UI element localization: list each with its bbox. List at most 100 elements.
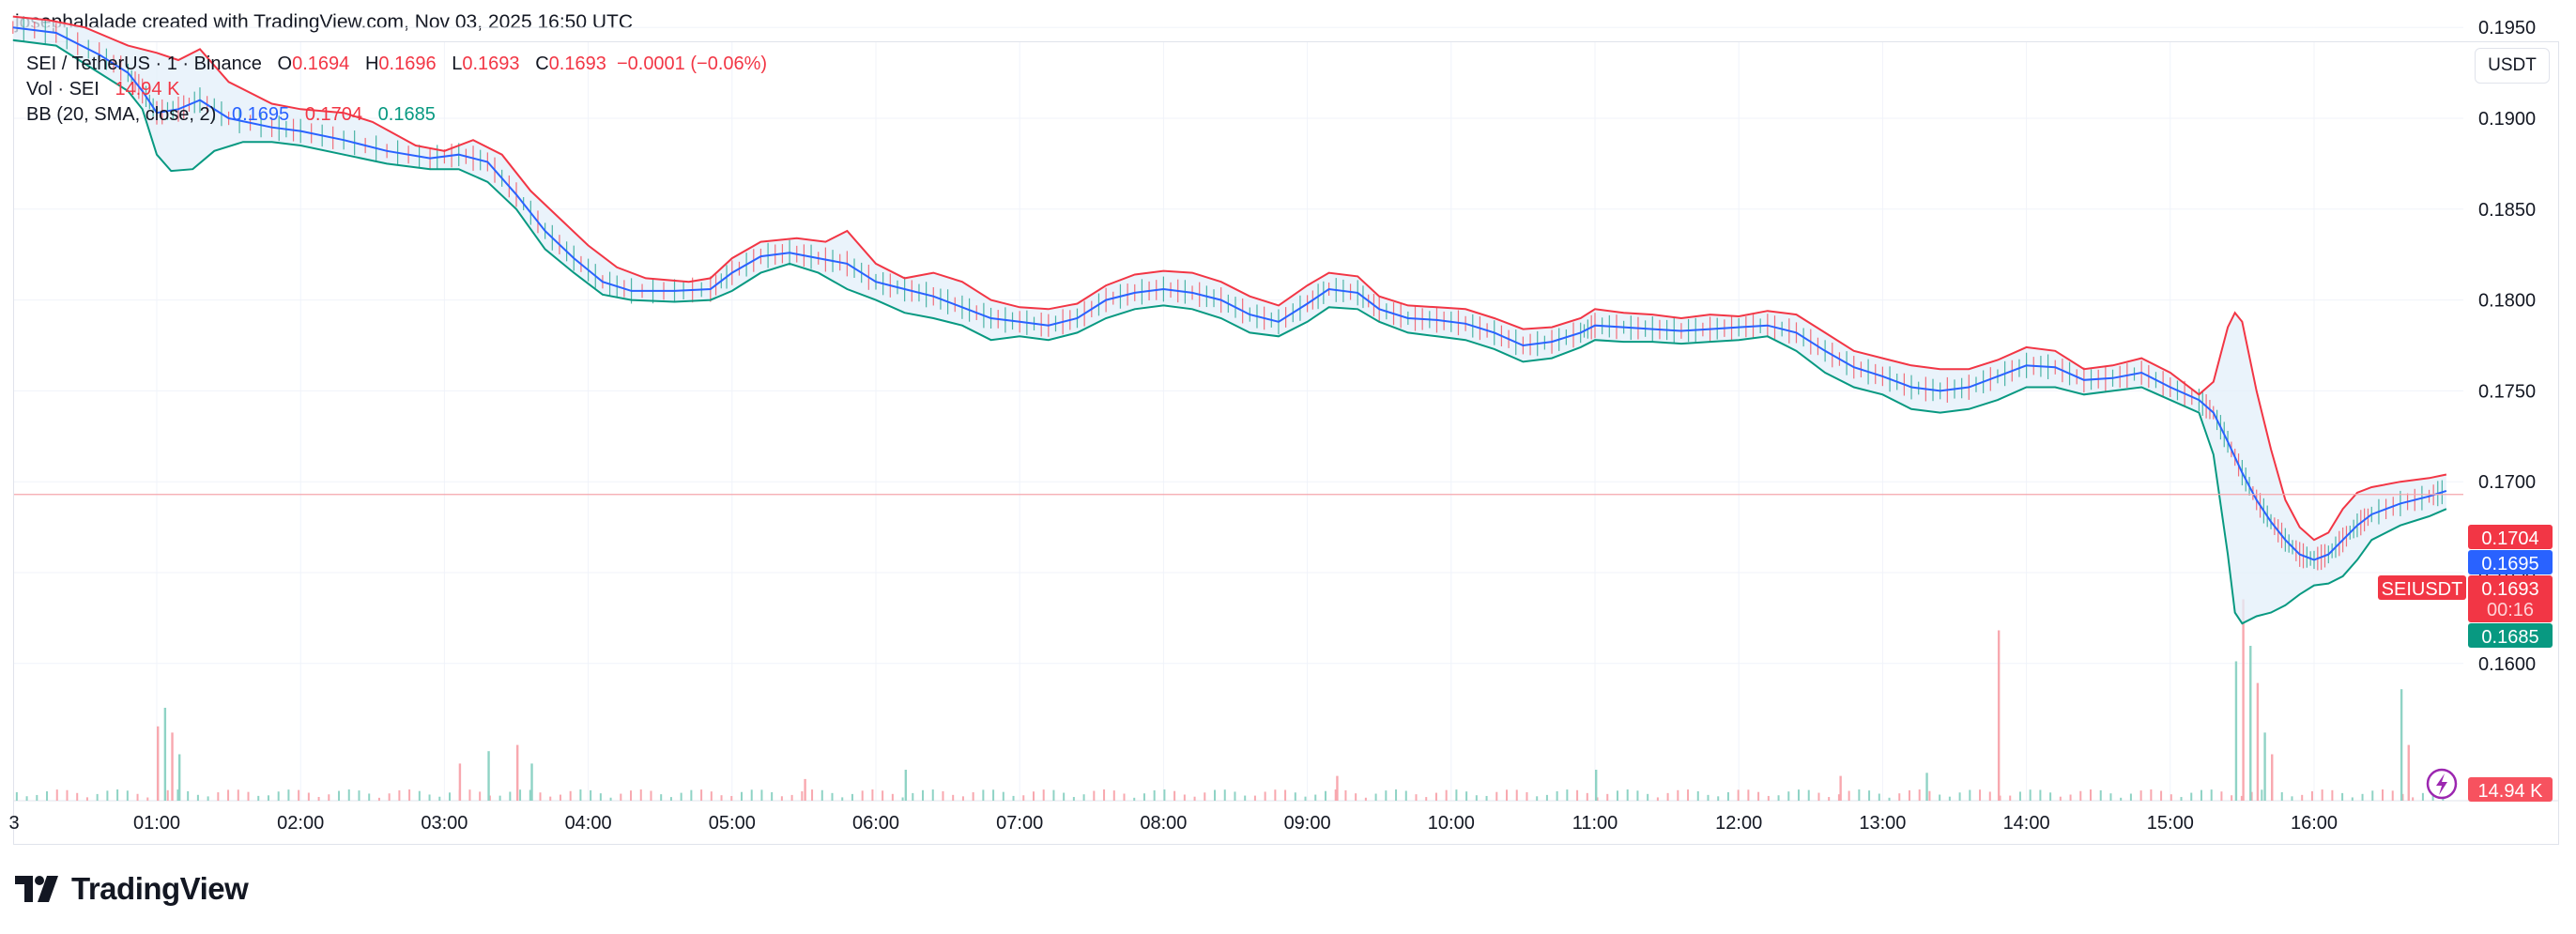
- volume-bar: [1868, 790, 1871, 801]
- volume-bar: [1183, 794, 1186, 801]
- volume-bar: [1737, 789, 1740, 801]
- volume-bar: [2180, 797, 2183, 801]
- legend-volume-row[interactable]: Vol · SEI 14.94 K: [26, 77, 767, 102]
- volume-bar: [2120, 797, 2123, 801]
- volume-bar: [1616, 790, 1618, 801]
- volume-bar: [1939, 794, 1941, 801]
- flash-bolt-icon: [2436, 773, 2447, 795]
- volume-bar: [1284, 789, 1287, 801]
- volume-bar: [1214, 789, 1217, 801]
- volume-bar: [2240, 795, 2243, 801]
- volume-bar: [1093, 790, 1096, 801]
- volume-bar: [509, 791, 512, 801]
- volume-bar: [1726, 791, 1729, 801]
- volume-bar: [1193, 796, 1196, 801]
- bb-upper-line: [12, 15, 2447, 542]
- volume-bar: [1324, 790, 1326, 801]
- volume-bar: [1606, 793, 1609, 801]
- volume-bar: [1526, 791, 1528, 801]
- volume-bar: [2009, 795, 2012, 801]
- volume-bar: [1888, 797, 1891, 801]
- legend-symbol[interactable]: SEI / TetherUS · 1 · Binance: [26, 54, 262, 74]
- legend-high-value: 0.1696: [378, 54, 437, 74]
- volume-bar: [2391, 790, 2394, 801]
- price-axis[interactable]: 0.1950 0.1900 0.1850 0.1800 0.1750 0.1700 0.16…: [2478, 18, 2536, 675]
- volume-bar: [328, 794, 330, 801]
- volume-bar: [237, 789, 239, 801]
- volume-bar: [1344, 789, 1347, 801]
- volume-bar: [1839, 775, 1842, 801]
- volume-bar: [1022, 795, 1025, 801]
- volume-bar: [2351, 797, 2354, 801]
- volume-bar: [187, 790, 190, 801]
- volume-bar: [2099, 789, 2102, 801]
- volume-bar: [669, 797, 672, 801]
- volume-bar: [1153, 789, 1156, 801]
- volume-bar: [961, 796, 964, 801]
- volume-bar: [2250, 791, 2253, 801]
- volume-bar: [2200, 789, 2202, 801]
- volume-bar: [982, 789, 985, 801]
- volume-bar: [2400, 689, 2403, 801]
- bollinger-bands: [12, 15, 2447, 625]
- volume-bar: [468, 789, 471, 801]
- volume-bar: [2382, 789, 2384, 801]
- last-price-label: 0.1693: [2481, 579, 2538, 600]
- volume-bar: [1988, 791, 1991, 801]
- volume-bar: [1364, 797, 1367, 801]
- currency-button[interactable]: USDT: [2475, 48, 2550, 84]
- legend-bb-row[interactable]: BB (20, SMA, close, 2) 0.1695 0.1704 0.1…: [26, 102, 767, 128]
- volume-bar: [257, 795, 260, 801]
- legend-ohlc-row[interactable]: SEI / TetherUS · 1 · Binance O0.1694 H0.…: [26, 52, 767, 77]
- volume-bar: [530, 763, 533, 801]
- x-tick-label: 3: [8, 813, 19, 834]
- volume-bar: [2341, 792, 2344, 801]
- x-tick-label: 06:00: [852, 813, 899, 834]
- legend-open-label: O: [277, 54, 293, 74]
- volume-bar: [171, 732, 174, 801]
- volume-bar: [710, 791, 713, 801]
- volume-bar: [660, 794, 663, 801]
- tradingview-logo[interactable]: TradingView: [15, 871, 249, 907]
- volume-bar: [196, 794, 199, 801]
- volume-bar: [2280, 791, 2283, 801]
- volume-bar: [871, 789, 874, 801]
- countdown-label: 00:16: [2487, 600, 2534, 620]
- symbol-tag-bg: [2378, 575, 2466, 600]
- volume-bar: [46, 790, 49, 801]
- volume-bar: [479, 791, 482, 801]
- volume-bar: [700, 789, 703, 801]
- volume-bar: [448, 792, 451, 801]
- volume-bar: [820, 789, 823, 801]
- volume-bar: [841, 797, 844, 801]
- volume-bar: [1898, 793, 1901, 801]
- volume-bar: [1696, 790, 1699, 801]
- volume-bar: [1355, 793, 1357, 801]
- volume-bar: [931, 789, 934, 801]
- legend-low-value: 0.1693: [462, 54, 520, 74]
- volume-bar: [267, 795, 269, 801]
- volume-bar: [2371, 790, 2374, 801]
- volume-bar: [1848, 790, 1850, 801]
- volume-bar: [227, 789, 230, 801]
- lower-price-tag-bg: [2468, 623, 2553, 648]
- volume-bar: [1434, 792, 1437, 801]
- volume-bar: [1042, 789, 1045, 801]
- volume-bar: [1817, 792, 1820, 801]
- chart-frame[interactable]: [13, 41, 2559, 845]
- volume-bar: [1173, 790, 1176, 801]
- volume-bar: [438, 796, 441, 801]
- volume-bar: [2129, 793, 2132, 801]
- volume-bar: [831, 792, 834, 801]
- legend-close-label: C: [535, 54, 549, 74]
- volume-bar: [1828, 797, 1831, 801]
- x-tick-label: 02:00: [277, 813, 324, 834]
- volume-bar: [2109, 793, 2112, 801]
- time-axis[interactable]: 3 01:00 02:00 03:00 04:00 05:00 06:00 07:00 08:0…: [8, 813, 2338, 834]
- volume-bar: [780, 796, 783, 801]
- volume-bar: [804, 778, 806, 801]
- volume-bar: [488, 795, 491, 801]
- volume-bar: [1918, 789, 1921, 801]
- volume-bar: [1687, 789, 1690, 801]
